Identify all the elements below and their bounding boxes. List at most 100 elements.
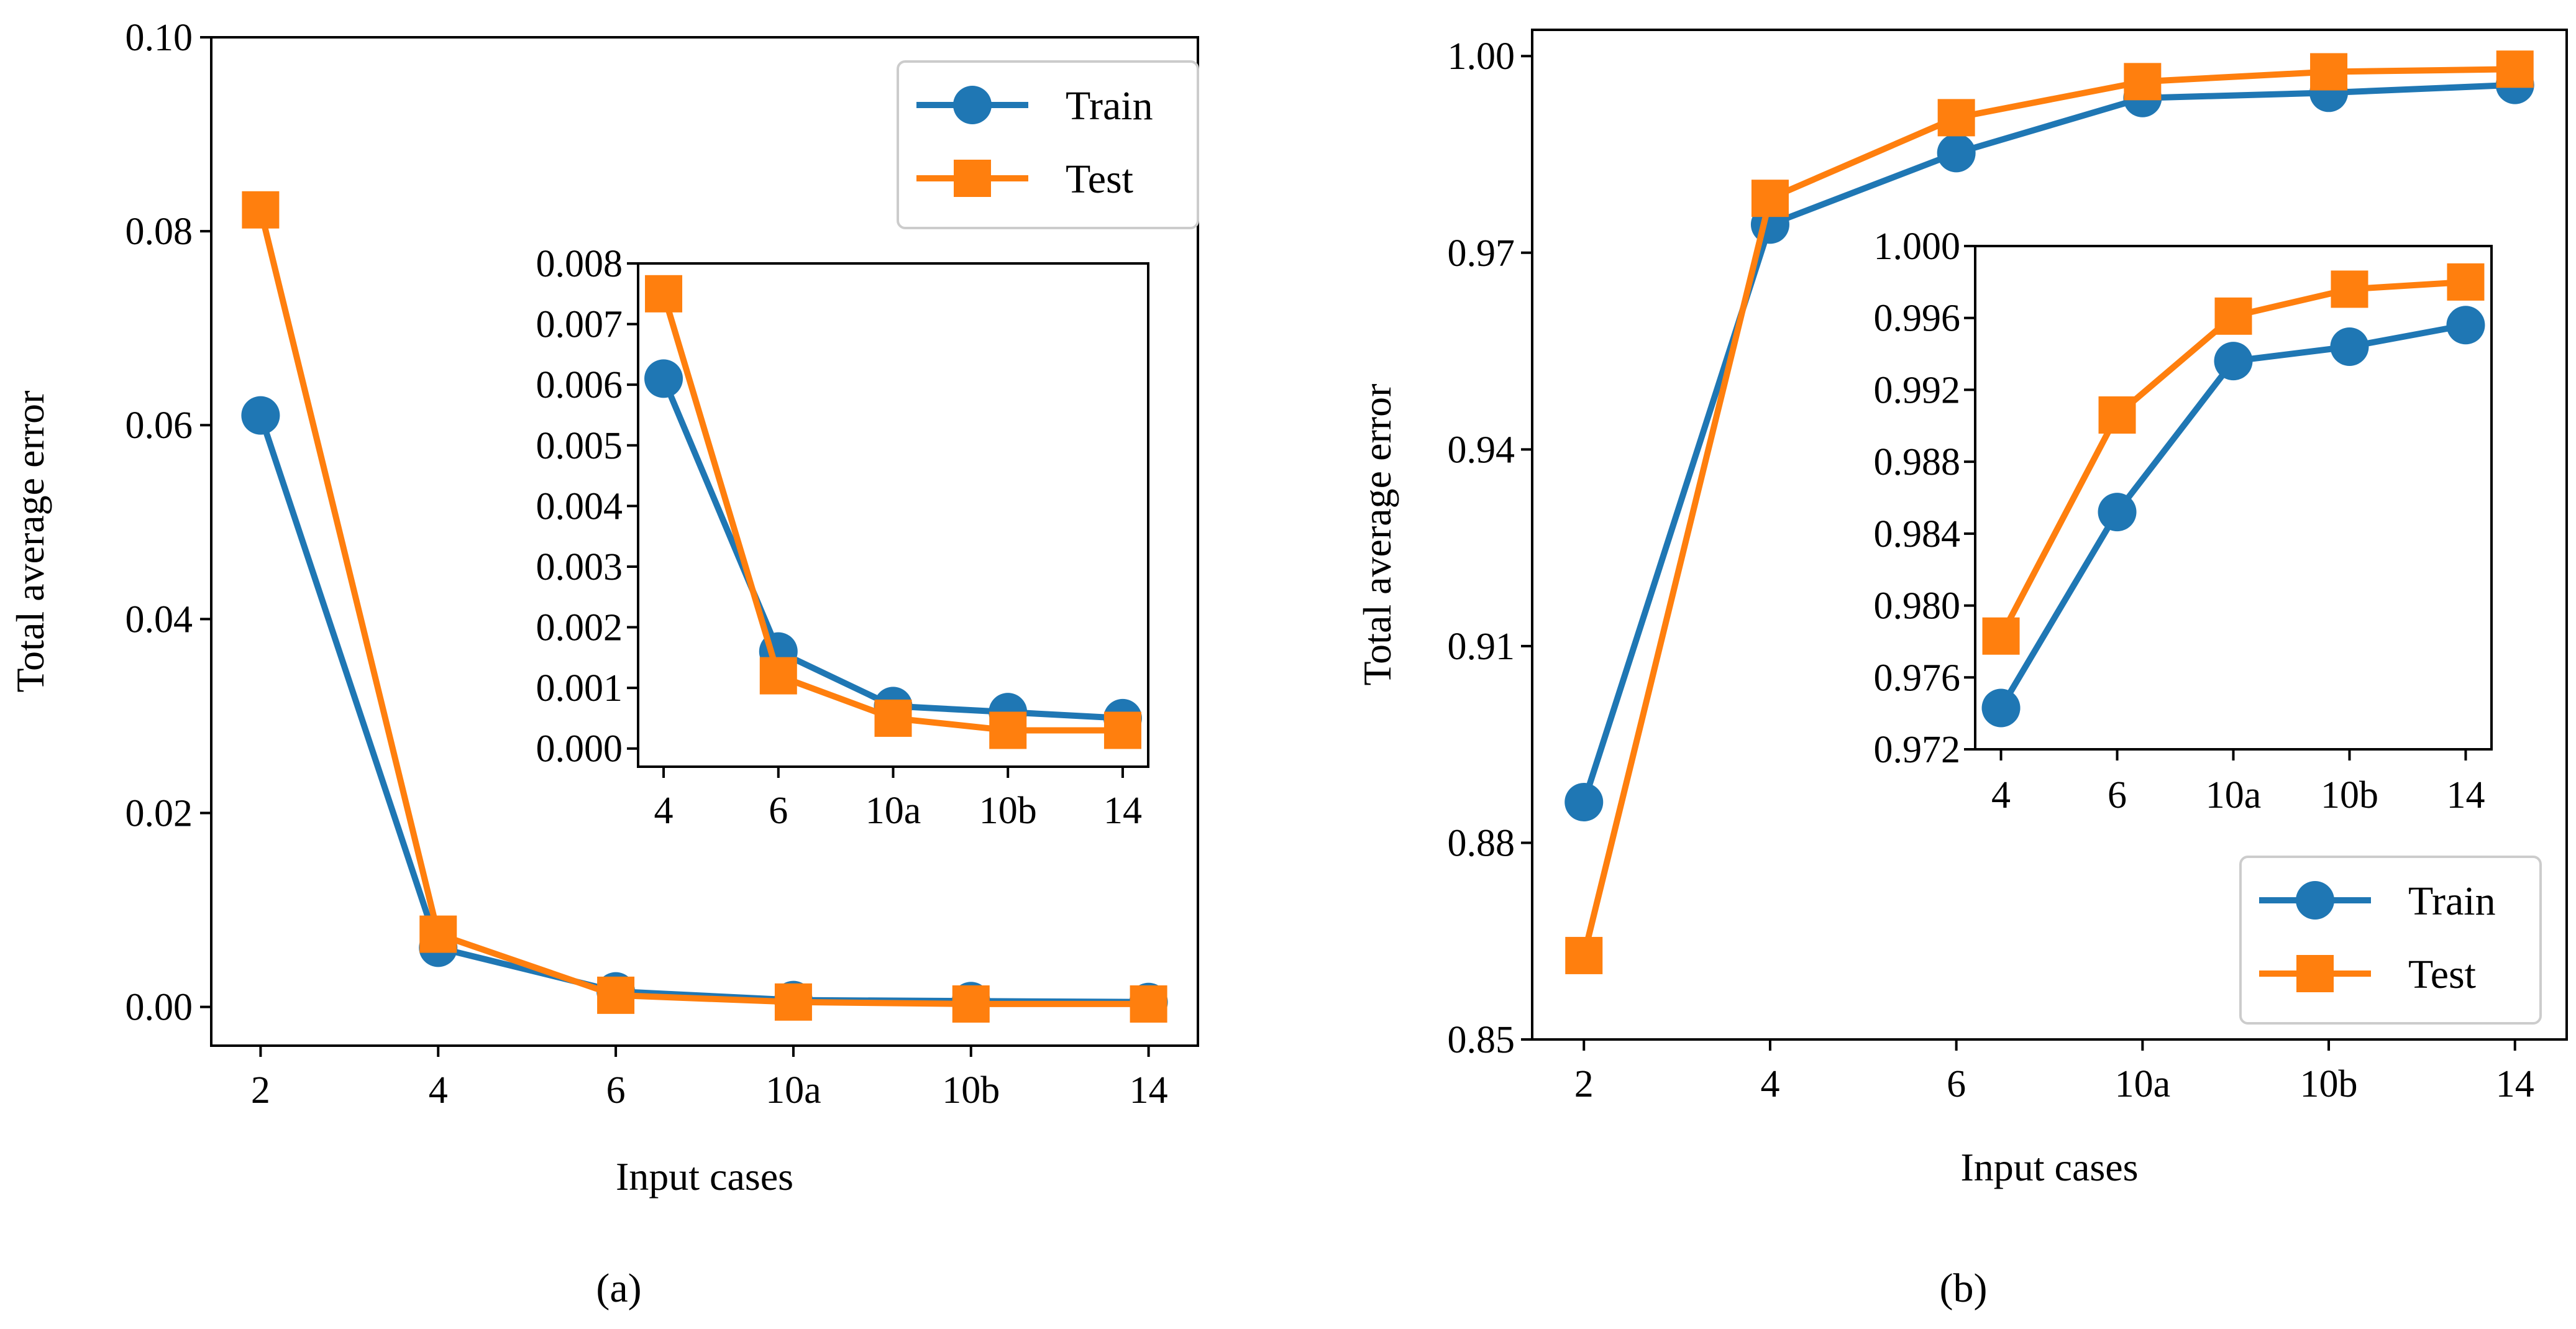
- inset-y-tick-label: 0.006: [536, 364, 623, 406]
- x-tick-label: 2: [251, 1069, 270, 1112]
- inset-y-tick-label: 0.002: [536, 607, 623, 649]
- y-tick-label: 0.02: [126, 792, 193, 834]
- inset-data-point-test: [2447, 263, 2485, 301]
- series-line-test: [1581, 66, 2515, 957]
- inset-data-point-train: [1981, 688, 2021, 728]
- inset-data-point-train: [644, 359, 683, 398]
- inset-data-point-train: [2330, 327, 2369, 366]
- inset-chart: 0.972 0.976 0.980 0.984 0.988 0.992 0.996 1.000…: [1874, 226, 2493, 816]
- inset-x-tick-label: 10b: [2321, 774, 2378, 816]
- inset-x-tick-label: 14: [1103, 790, 1142, 832]
- x-tick-label: 2: [1574, 1063, 1594, 1105]
- x-tick-label: 6: [1947, 1063, 1966, 1105]
- x-tick-label: 10a: [2115, 1063, 2171, 1105]
- data-point-train: [241, 396, 280, 435]
- x-tick-label: 4: [429, 1069, 448, 1112]
- data-point-test: [597, 976, 635, 1014]
- inset-data-point-test: [759, 657, 797, 695]
- y-tick-label: 0.97: [1448, 232, 1515, 275]
- inset-y-tick-label: 0.004: [536, 485, 623, 527]
- inset-data-point-test: [2214, 297, 2252, 335]
- inset-data-point-test: [645, 275, 683, 313]
- inset-y-tick-label: 0.992: [1874, 369, 1961, 411]
- inset-x-tick-label: 10a: [2206, 774, 2262, 816]
- inset-y-tick-label: 0.996: [1874, 298, 1961, 340]
- inset-data-point-train: [2446, 306, 2485, 345]
- x-axis-label: Input cases: [1960, 1145, 2138, 1189]
- y-tick-label: 0.88: [1448, 822, 1515, 864]
- legend-marker-train: [2296, 881, 2334, 920]
- data-point-test: [2124, 63, 2162, 101]
- inset-y-tick-label: 0.984: [1874, 513, 1961, 555]
- legend-marker-test: [2296, 955, 2334, 992]
- x-tick-label: 10b: [942, 1069, 1000, 1112]
- legend-label-train: Train: [2408, 879, 2496, 924]
- data-point-test: [1937, 99, 1975, 137]
- legend: Train Test: [897, 60, 1199, 229]
- inset-x-tick-label: 14: [2446, 774, 2485, 816]
- inset-data-point-test: [989, 711, 1027, 749]
- legend-marker-train: [953, 86, 992, 124]
- data-point-train: [1564, 783, 1604, 822]
- inset-y-tick-label: 0.000: [536, 728, 623, 770]
- inset-chart: 0.000 0.001 0.002 0.003 0.004 0.005 0.006 0.007…: [536, 243, 1149, 832]
- inset-data-point-train: [2098, 493, 2137, 532]
- y-tick-label: 0.10: [126, 17, 193, 59]
- inset-y-tick-label: 0.976: [1874, 657, 1961, 699]
- panel-caption: (a): [596, 1266, 641, 1311]
- data-point-test: [419, 915, 457, 953]
- inset-data-point-test: [1982, 617, 2020, 655]
- x-tick-label: 10b: [2300, 1063, 2358, 1105]
- panel-caption: (b): [1940, 1266, 1988, 1311]
- inset-x-tick-label: 10b: [979, 790, 1037, 832]
- x-tick-label: 14: [1130, 1069, 1168, 1112]
- chart-panel-a: 0.00 0.02 0.04 0.06 0.08 0.10 2 4 6 10a 10b 14 Input…: [8, 17, 1199, 1311]
- inset-x-tick-label: 4: [654, 790, 674, 832]
- data-point-test: [952, 985, 990, 1023]
- y-axis-label: Total average error: [1355, 384, 1399, 686]
- inset-y-tick-label: 0.003: [536, 546, 623, 588]
- data-point-test: [2310, 53, 2348, 91]
- y-tick-label: 0.00: [126, 987, 193, 1029]
- y-tick-label: 0.08: [126, 211, 193, 253]
- x-tick-label: 10a: [765, 1069, 821, 1112]
- data-point-test: [2496, 50, 2534, 88]
- data-point-test: [1751, 180, 1789, 217]
- y-axis-label: Total average error: [8, 391, 52, 693]
- inset-x-tick-label: 10a: [866, 790, 921, 832]
- y-tick-label: 0.91: [1448, 626, 1515, 668]
- inset-y-tick-label: 0.005: [536, 425, 623, 467]
- x-axis-label: Input cases: [616, 1154, 793, 1199]
- inset-data-point-test: [1103, 711, 1141, 749]
- legend-label-test: Test: [2408, 952, 2476, 997]
- inset-y-tick-label: 0.980: [1874, 585, 1961, 628]
- legend-marker-test: [954, 160, 991, 197]
- inset-data-point-train: [2214, 342, 2253, 381]
- x-tick-label: 4: [1760, 1063, 1779, 1105]
- y-tick-label: 0.04: [126, 598, 193, 641]
- x-tick-label: 14: [2496, 1063, 2534, 1105]
- series-line-test: [257, 209, 1149, 1007]
- x-tick-label: 6: [606, 1069, 626, 1112]
- inset-x-tick-label: 6: [769, 790, 788, 832]
- inset-y-tick-label: 0.001: [536, 667, 623, 710]
- data-point-test: [242, 191, 280, 229]
- y-tick-label: 0.85: [1448, 1019, 1515, 1061]
- y-tick-label: 0.94: [1448, 429, 1515, 471]
- inset-x-tick-label: 4: [1991, 774, 2011, 816]
- data-point-test: [1130, 985, 1167, 1023]
- inset-y-tick-label: 1.000: [1874, 226, 1961, 268]
- inset-data-point-test: [2098, 396, 2136, 434]
- data-point-test: [1565, 936, 1603, 974]
- y-tick-label: 0.06: [126, 404, 193, 447]
- data-point-train: [1937, 134, 1976, 173]
- inset-y-tick-label: 0.972: [1874, 729, 1961, 771]
- legend-label-train: Train: [1066, 83, 1153, 129]
- inset-x-tick-label: 6: [2108, 774, 2127, 816]
- inset-y-tick-label: 0.988: [1874, 441, 1961, 483]
- inset-data-point-test: [874, 699, 912, 737]
- chart-panel-b: 0.85 0.88 0.91 0.94 0.97 1.00 2 4 6 10a 10b 14 Input…: [1355, 29, 2568, 1311]
- legend-label-test: Test: [1066, 157, 1133, 202]
- data-point-test: [774, 983, 812, 1021]
